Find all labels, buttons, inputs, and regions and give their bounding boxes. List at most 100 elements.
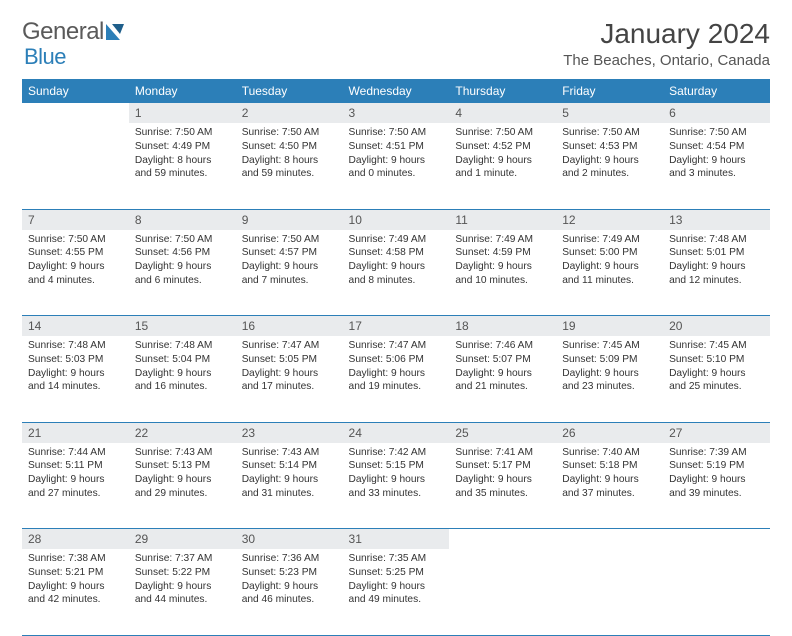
- day-content: Sunrise: 7:47 AMSunset: 5:05 PMDaylight:…: [236, 336, 343, 400]
- day-content: Sunrise: 7:42 AMSunset: 5:15 PMDaylight:…: [343, 443, 450, 507]
- day2-text: and 37 minutes.: [562, 487, 657, 501]
- day-cell: Sunrise: 7:38 AMSunset: 5:21 PMDaylight:…: [22, 549, 129, 635]
- day-number-cell: 8: [129, 209, 236, 230]
- day-number: 21: [22, 423, 129, 443]
- day-content: Sunrise: 7:49 AMSunset: 4:58 PMDaylight:…: [343, 230, 450, 294]
- day2-text: and 59 minutes.: [242, 167, 337, 181]
- week-row: Sunrise: 7:48 AMSunset: 5:03 PMDaylight:…: [22, 336, 770, 422]
- sunrise-text: Sunrise: 7:38 AM: [28, 552, 123, 566]
- day-number-cell: 24: [343, 422, 450, 443]
- day-content: Sunrise: 7:49 AMSunset: 5:00 PMDaylight:…: [556, 230, 663, 294]
- weekday-header-row: Sunday Monday Tuesday Wednesday Thursday…: [22, 79, 770, 103]
- day1-text: Daylight: 9 hours: [28, 580, 123, 594]
- day-number-cell: 19: [556, 316, 663, 337]
- day-number-cell: 20: [663, 316, 770, 337]
- day1-text: Daylight: 9 hours: [669, 367, 764, 381]
- day1-text: Daylight: 9 hours: [455, 473, 550, 487]
- day-content: Sunrise: 7:41 AMSunset: 5:17 PMDaylight:…: [449, 443, 556, 507]
- day1-text: Daylight: 8 hours: [242, 154, 337, 168]
- day-content: Sunrise: 7:50 AMSunset: 4:55 PMDaylight:…: [22, 230, 129, 294]
- sunset-text: Sunset: 5:25 PM: [349, 566, 444, 580]
- day-cell: Sunrise: 7:35 AMSunset: 5:25 PMDaylight:…: [343, 549, 450, 635]
- day-number-cell: 12: [556, 209, 663, 230]
- logo-word1: General: [22, 18, 104, 46]
- day-number: 2: [236, 103, 343, 123]
- day-number-cell: 10: [343, 209, 450, 230]
- weekday-header: Wednesday: [343, 79, 450, 103]
- day1-text: Daylight: 9 hours: [455, 260, 550, 274]
- weekday-header: Monday: [129, 79, 236, 103]
- day-content: Sunrise: 7:50 AMSunset: 4:51 PMDaylight:…: [343, 123, 450, 187]
- day-number-cell: 13: [663, 209, 770, 230]
- day2-text: and 4 minutes.: [28, 274, 123, 288]
- day2-text: and 29 minutes.: [135, 487, 230, 501]
- sunrise-text: Sunrise: 7:43 AM: [135, 446, 230, 460]
- day1-text: Daylight: 9 hours: [455, 154, 550, 168]
- day1-text: Daylight: 9 hours: [349, 260, 444, 274]
- day-number: 12: [556, 210, 663, 230]
- day-number-cell: 11: [449, 209, 556, 230]
- day-number-cell: 23: [236, 422, 343, 443]
- sunrise-text: Sunrise: 7:50 AM: [242, 126, 337, 140]
- sunset-text: Sunset: 5:05 PM: [242, 353, 337, 367]
- sunrise-text: Sunrise: 7:41 AM: [455, 446, 550, 460]
- day-number-cell: 4: [449, 103, 556, 123]
- day-content: Sunrise: 7:39 AMSunset: 5:19 PMDaylight:…: [663, 443, 770, 507]
- day-number-cell: 7: [22, 209, 129, 230]
- sunrise-text: Sunrise: 7:39 AM: [669, 446, 764, 460]
- day-number-cell: 3: [343, 103, 450, 123]
- weekday-header: Tuesday: [236, 79, 343, 103]
- sunset-text: Sunset: 5:15 PM: [349, 459, 444, 473]
- week-row: Sunrise: 7:38 AMSunset: 5:21 PMDaylight:…: [22, 549, 770, 635]
- sunrise-text: Sunrise: 7:48 AM: [28, 339, 123, 353]
- day-number-cell: 31: [343, 529, 450, 550]
- logo: General: [22, 18, 130, 46]
- day-content: Sunrise: 7:48 AMSunset: 5:01 PMDaylight:…: [663, 230, 770, 294]
- day-number: 19: [556, 316, 663, 336]
- day1-text: Daylight: 9 hours: [562, 260, 657, 274]
- daynum-row: 21222324252627: [22, 422, 770, 443]
- day-number: [22, 103, 129, 123]
- day1-text: Daylight: 9 hours: [455, 367, 550, 381]
- logo-word2-wrap: Blue: [24, 44, 66, 70]
- day-number: 23: [236, 423, 343, 443]
- day-number: 7: [22, 210, 129, 230]
- day-number: 20: [663, 316, 770, 336]
- day-number-cell: 17: [343, 316, 450, 337]
- header: General January 2024 The Beaches, Ontari…: [22, 18, 770, 69]
- day1-text: Daylight: 9 hours: [135, 580, 230, 594]
- day2-text: and 35 minutes.: [455, 487, 550, 501]
- day-content: Sunrise: 7:48 AMSunset: 5:04 PMDaylight:…: [129, 336, 236, 400]
- sunset-text: Sunset: 5:19 PM: [669, 459, 764, 473]
- day1-text: Daylight: 9 hours: [242, 473, 337, 487]
- day-cell: Sunrise: 7:50 AMSunset: 4:51 PMDaylight:…: [343, 123, 450, 209]
- sunrise-text: Sunrise: 7:50 AM: [135, 233, 230, 247]
- day-cell: Sunrise: 7:48 AMSunset: 5:01 PMDaylight:…: [663, 230, 770, 316]
- sunset-text: Sunset: 4:59 PM: [455, 246, 550, 260]
- day-content: Sunrise: 7:45 AMSunset: 5:09 PMDaylight:…: [556, 336, 663, 400]
- sunrise-text: Sunrise: 7:50 AM: [242, 233, 337, 247]
- day-content: Sunrise: 7:50 AMSunset: 4:49 PMDaylight:…: [129, 123, 236, 187]
- day-content: Sunrise: 7:49 AMSunset: 4:59 PMDaylight:…: [449, 230, 556, 294]
- day-number: 3: [343, 103, 450, 123]
- day-cell: Sunrise: 7:40 AMSunset: 5:18 PMDaylight:…: [556, 443, 663, 529]
- day-number-cell: 16: [236, 316, 343, 337]
- sunset-text: Sunset: 5:09 PM: [562, 353, 657, 367]
- day2-text: and 21 minutes.: [455, 380, 550, 394]
- day-content: Sunrise: 7:43 AMSunset: 5:13 PMDaylight:…: [129, 443, 236, 507]
- day-number: 30: [236, 529, 343, 549]
- weekday-header: Friday: [556, 79, 663, 103]
- day-cell: Sunrise: 7:49 AMSunset: 4:59 PMDaylight:…: [449, 230, 556, 316]
- sunrise-text: Sunrise: 7:44 AM: [28, 446, 123, 460]
- day2-text: and 42 minutes.: [28, 593, 123, 607]
- day-content: Sunrise: 7:50 AMSunset: 4:57 PMDaylight:…: [236, 230, 343, 294]
- day1-text: Daylight: 9 hours: [349, 473, 444, 487]
- day-number: 18: [449, 316, 556, 336]
- sunset-text: Sunset: 4:54 PM: [669, 140, 764, 154]
- day1-text: Daylight: 9 hours: [349, 580, 444, 594]
- day-number: 17: [343, 316, 450, 336]
- sunset-text: Sunset: 5:13 PM: [135, 459, 230, 473]
- sunset-text: Sunset: 4:56 PM: [135, 246, 230, 260]
- day-number-cell: 5: [556, 103, 663, 123]
- day-content: Sunrise: 7:48 AMSunset: 5:03 PMDaylight:…: [22, 336, 129, 400]
